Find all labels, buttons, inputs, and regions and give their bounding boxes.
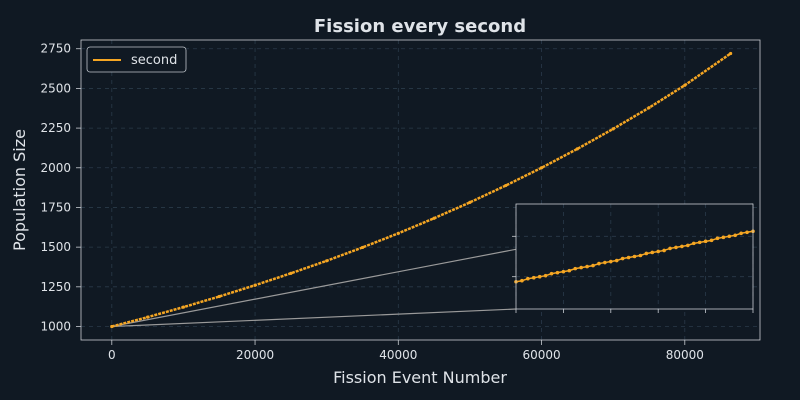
inset-data-point	[543, 273, 548, 278]
series-layer	[110, 51, 733, 329]
y-tick-label: 1250	[40, 280, 71, 294]
legend: second	[86, 46, 187, 73]
inset-data-point	[739, 231, 743, 236]
data-point	[611, 127, 615, 131]
inset-data-point	[603, 260, 607, 265]
inset-data-point	[537, 274, 542, 279]
inset-data-point	[733, 233, 738, 238]
y-axis-title: Population Size	[10, 129, 29, 251]
inset-data-point	[526, 276, 530, 281]
y-tick-label: 2250	[40, 121, 71, 135]
y-tick-label: 2750	[40, 42, 71, 56]
inset-data-point	[591, 263, 595, 268]
inset-data-point	[555, 270, 560, 275]
inset-data-point	[686, 243, 690, 248]
inset-data-point	[697, 240, 702, 245]
x-axis-ticks: 0 20000 40000 60000 80000	[108, 340, 704, 362]
data-point	[325, 259, 329, 263]
series-line-second	[111, 52, 732, 328]
y-tick-label: 1500	[40, 240, 71, 254]
inset-data-point	[674, 245, 678, 250]
data-point	[575, 147, 579, 151]
inset-plot	[512, 203, 755, 313]
inset-data-point	[680, 244, 684, 249]
inset-data-point	[609, 259, 613, 264]
inset-data-point	[632, 254, 637, 259]
inset-data-point	[638, 253, 643, 258]
inset-data-point	[585, 264, 589, 269]
inset-data-point	[644, 251, 649, 256]
inset-data-point	[567, 268, 572, 273]
x-tick-label: 60000	[522, 348, 560, 362]
data-point	[253, 283, 257, 287]
inset-data-point	[531, 275, 536, 280]
inset-frame	[515, 203, 754, 310]
data-point	[683, 83, 687, 87]
data-point	[647, 106, 651, 110]
data-point	[360, 245, 365, 250]
x-tick-label: 20000	[236, 348, 274, 362]
inset-data-point	[614, 258, 619, 263]
inset-data-point	[745, 230, 749, 235]
y-tick-label: 1000	[40, 320, 71, 334]
chart-title: Fission every second	[314, 16, 526, 37]
legend-box	[86, 46, 187, 73]
inset-data-point	[656, 249, 660, 254]
data-point	[539, 166, 544, 170]
data-point	[181, 305, 186, 309]
inset-data-point	[626, 255, 631, 260]
zoom-connector-lower	[111, 308, 517, 328]
inset-data-point	[715, 236, 720, 241]
x-tick-label: 0	[108, 348, 116, 362]
inset-data-point	[703, 239, 708, 244]
data-point	[289, 271, 293, 275]
inset-data-point	[579, 265, 583, 270]
inset-data-point	[520, 278, 524, 283]
y-tick-label: 2500	[40, 81, 71, 95]
data-point	[432, 216, 436, 220]
y-tick-label: 2000	[40, 161, 71, 175]
x-axis-title: Fission Event Number	[333, 368, 507, 387]
data-point	[217, 294, 221, 299]
x-tick-label: 80000	[666, 348, 704, 362]
inset-data-point	[727, 234, 732, 239]
y-axis-ticks: 1000 1250 1500 1750 2000 2250 2500 2750	[40, 42, 81, 334]
inset-data-point	[662, 248, 666, 253]
inset-data-point	[549, 271, 554, 276]
data-point	[468, 200, 472, 204]
inset-data-point	[709, 238, 714, 243]
inset-data-point	[721, 235, 726, 240]
y-tick-label: 1750	[40, 200, 71, 214]
data-point	[504, 183, 508, 188]
inset-data-point	[650, 250, 655, 255]
legend-label-second: second	[131, 53, 177, 68]
inset-data-point	[668, 246, 672, 251]
inset-data-point	[691, 241, 696, 246]
inset-data-point	[597, 261, 601, 266]
data-point	[110, 324, 114, 329]
inset-data-point	[573, 266, 578, 271]
data-point	[396, 231, 400, 235]
inset-data-point	[561, 269, 566, 274]
data-point	[146, 315, 150, 319]
x-tick-label: 40000	[379, 348, 417, 362]
plot-frame	[80, 39, 761, 341]
data-point	[729, 51, 733, 56]
inset-data-point	[620, 256, 625, 261]
